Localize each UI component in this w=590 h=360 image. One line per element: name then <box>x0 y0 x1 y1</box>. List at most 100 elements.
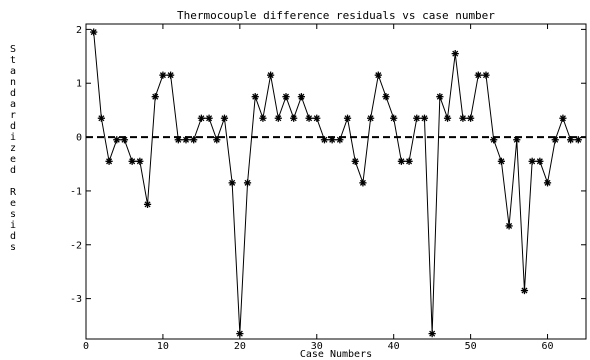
data-point <box>374 71 382 79</box>
y-tick-label: 2 <box>76 25 82 36</box>
y-axis-label-char: s <box>10 242 16 253</box>
data-point <box>90 28 98 36</box>
data-point <box>113 136 121 144</box>
data-point <box>382 93 390 101</box>
data-point <box>197 114 205 122</box>
data-point <box>428 330 436 338</box>
data-point <box>390 114 398 122</box>
data-point <box>228 179 236 187</box>
data-point <box>413 114 421 122</box>
x-tick-label: 40 <box>388 341 400 352</box>
data-point <box>205 114 213 122</box>
data-point <box>159 71 167 79</box>
y-axis-label-char: i <box>10 132 16 143</box>
data-point <box>482 71 490 79</box>
data-point <box>536 157 544 165</box>
data-point <box>267 71 275 79</box>
data-point <box>105 157 113 165</box>
data-point <box>328 136 336 144</box>
y-axis-label-char: a <box>10 99 16 110</box>
data-point <box>467 114 475 122</box>
y-axis-label-char: z <box>10 143 16 154</box>
x-axis-label: Case Numbers <box>300 349 372 360</box>
axis-ticks: 0 10 20 30 40 50 60 -3 -2 -1 0 1 2 <box>70 24 586 352</box>
data-point <box>167 71 175 79</box>
data-point <box>190 136 198 144</box>
data-point <box>320 136 329 144</box>
chart-title: Thermocouple difference residuals vs cas… <box>177 9 495 22</box>
y-axis-label-char: t <box>10 55 16 66</box>
data-point <box>497 157 505 165</box>
data-point <box>574 136 582 144</box>
data-point <box>567 136 575 144</box>
data-point <box>474 71 482 79</box>
y-axis-label-char: r <box>10 110 16 121</box>
y-tick-label: 0 <box>76 133 82 144</box>
data-point <box>336 136 344 144</box>
data-point <box>128 157 136 165</box>
data-point <box>351 157 359 165</box>
data-point <box>420 114 429 122</box>
data-point <box>459 114 467 122</box>
data-point <box>443 114 452 122</box>
x-tick-label: 30 <box>311 341 323 352</box>
data-point <box>551 136 559 144</box>
y-axis-label-char: d <box>10 231 16 242</box>
data-point <box>367 114 375 122</box>
x-tick-label: 0 <box>83 341 89 352</box>
data-point <box>405 157 413 165</box>
data-point <box>520 286 529 295</box>
x-tick-label: 10 <box>157 341 169 352</box>
data-point <box>213 136 221 144</box>
y-axis-label-char: e <box>10 198 16 209</box>
x-tick-label: 50 <box>465 341 477 352</box>
data-point <box>451 50 459 58</box>
data-point <box>397 157 405 165</box>
data-point <box>151 93 159 101</box>
data-point <box>274 114 282 122</box>
data-point <box>220 114 229 122</box>
y-axis-label-char: a <box>10 66 16 77</box>
y-tick-label: -2 <box>70 240 82 251</box>
data-point <box>559 114 567 122</box>
data-point <box>136 157 144 165</box>
data-point <box>259 114 267 122</box>
data-point <box>528 157 536 165</box>
residual-series <box>90 28 582 338</box>
data-point <box>543 179 552 187</box>
data-point <box>282 93 290 101</box>
data-point <box>505 222 513 230</box>
series-line <box>93 32 579 334</box>
y-axis-label-char: e <box>10 154 16 165</box>
data-point <box>343 114 352 122</box>
data-point <box>97 114 105 122</box>
x-tick-label: 60 <box>542 341 554 352</box>
data-point <box>436 93 444 101</box>
data-point <box>174 136 182 144</box>
data-point <box>513 136 521 144</box>
data-point <box>313 114 321 122</box>
y-tick-label: -1 <box>70 186 82 197</box>
y-tick-label: 1 <box>76 79 82 90</box>
y-axis-label-char: n <box>10 77 16 88</box>
data-point <box>305 114 313 122</box>
y-axis-label-char: i <box>10 220 16 231</box>
y-tick-label: -3 <box>70 294 82 305</box>
y-axis-label-char: S <box>10 44 16 55</box>
x-tick-label: 20 <box>234 341 246 352</box>
data-point <box>182 136 190 144</box>
y-axis-label-char: s <box>10 209 16 220</box>
data-point <box>297 93 305 101</box>
y-axis-label-char: d <box>10 165 16 176</box>
y-axis-label-char: R <box>10 187 17 198</box>
data-point <box>490 136 498 144</box>
data-point <box>236 330 244 338</box>
y-axis-label-char: d <box>10 88 16 99</box>
y-axis-label-char: d <box>10 121 16 132</box>
data-point <box>251 93 259 101</box>
data-point <box>120 136 129 144</box>
data-point <box>143 200 152 208</box>
data-point <box>359 179 367 187</box>
